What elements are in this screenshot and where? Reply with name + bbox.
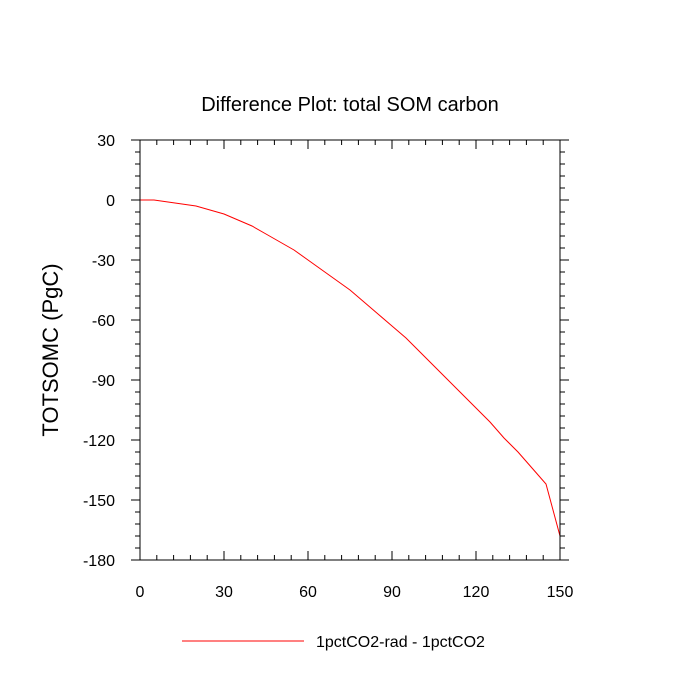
- legend-label: 1pctCO2-rad - 1pctCO2: [316, 634, 485, 651]
- x-tick-label: 150: [547, 584, 574, 601]
- y-tick-label: -90: [92, 373, 115, 390]
- y-tick-label: 0: [106, 193, 115, 210]
- x-tick-label: 60: [299, 584, 317, 601]
- x-tick-label: 0: [136, 584, 145, 601]
- x-tick-label: 30: [215, 584, 233, 601]
- x-tick-label: 90: [383, 584, 401, 601]
- y-tick-label: -180: [83, 553, 115, 570]
- axis-ticks: [131, 139, 569, 561]
- chart-title: Difference Plot: total SOM carbon: [201, 94, 499, 116]
- tick-labels: 0 30 60 90 120 150 30 0 -30 -60 -90 -120 -150 -180: [83, 133, 573, 601]
- series-layer: [140, 199, 561, 537]
- y-tick-label: -150: [83, 493, 115, 510]
- plot-frame: [139, 139, 561, 561]
- y-tick-label: -30: [92, 253, 115, 270]
- series-line-0: [140, 199, 561, 537]
- x-tick-label: 120: [463, 584, 490, 601]
- y-tick-label: 30: [97, 133, 115, 150]
- legend: 1pctCO2-rad - 1pctCO2: [182, 634, 485, 651]
- y-tick-label: -120: [83, 433, 115, 450]
- y-axis-label: TOTSOMC (PgC): [38, 263, 63, 436]
- y-tick-label: -60: [92, 313, 115, 330]
